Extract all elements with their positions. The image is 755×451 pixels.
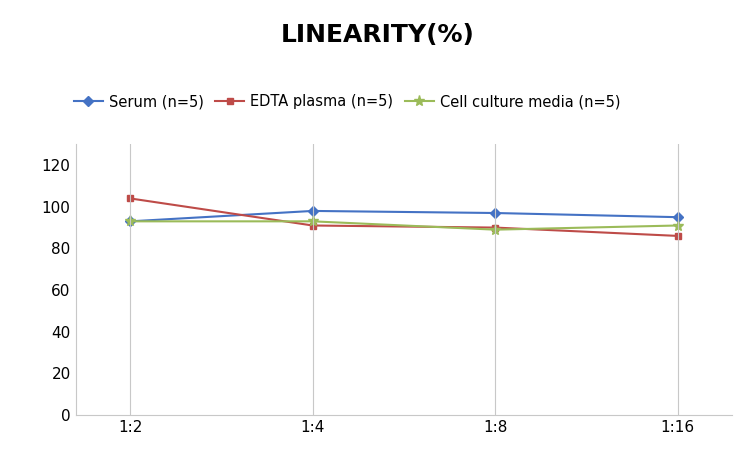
Text: LINEARITY(%): LINEARITY(%) [281, 23, 474, 46]
Legend: Serum (n=5), EDTA plasma (n=5), Cell culture media (n=5): Serum (n=5), EDTA plasma (n=5), Cell cul… [68, 88, 626, 115]
